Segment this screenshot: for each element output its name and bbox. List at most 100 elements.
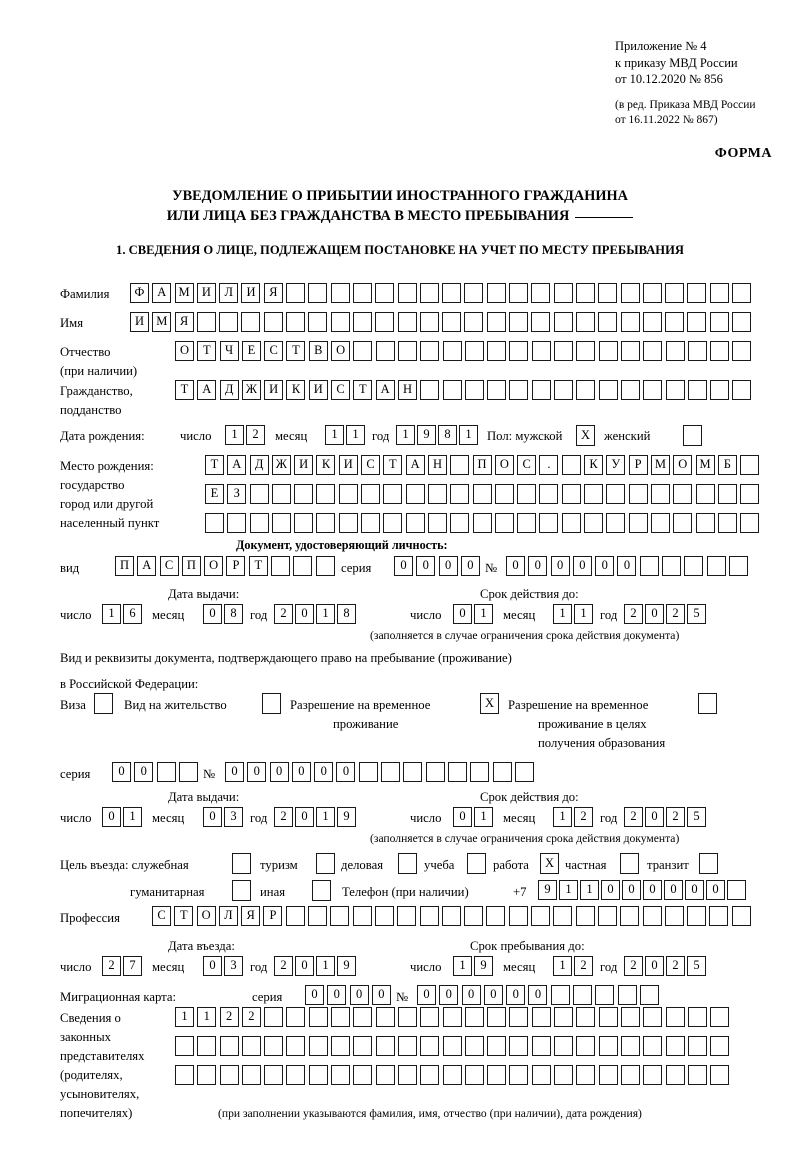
char-cell[interactable] xyxy=(427,484,447,504)
char-cell[interactable] xyxy=(492,762,512,782)
char-cell[interactable] xyxy=(643,341,663,361)
char-cell[interactable]: 0 xyxy=(595,556,615,576)
residence-permit-checkbox[interactable] xyxy=(262,693,281,714)
char-cell[interactable] xyxy=(464,1036,484,1056)
char-cell[interactable] xyxy=(375,283,395,303)
char-cell[interactable] xyxy=(539,484,559,504)
purpose-other-checkbox[interactable] xyxy=(312,880,331,901)
birthplace-row-3[interactable] xyxy=(205,513,760,533)
char-cell[interactable] xyxy=(509,1007,529,1027)
char-cell[interactable] xyxy=(575,283,595,303)
char-cell[interactable] xyxy=(509,283,529,303)
visa-checkbox[interactable] xyxy=(94,693,113,714)
char-cell[interactable]: 5 xyxy=(687,956,706,976)
char-cell[interactable] xyxy=(375,1007,395,1027)
char-cell[interactable] xyxy=(331,1036,351,1056)
char-cell[interactable] xyxy=(264,1036,284,1056)
char-cell[interactable] xyxy=(576,1065,596,1085)
char-cell[interactable]: 1 xyxy=(175,1007,194,1027)
char-cell[interactable] xyxy=(509,1036,529,1056)
char-cell[interactable]: Н xyxy=(397,380,417,400)
char-cell[interactable] xyxy=(687,283,707,303)
char-cell[interactable] xyxy=(509,312,529,332)
char-cell[interactable] xyxy=(358,762,378,782)
char-cell[interactable]: 0 xyxy=(617,556,637,576)
char-cell[interactable]: 8 xyxy=(337,604,356,624)
char-cell[interactable]: Т xyxy=(286,341,306,361)
char-cell[interactable] xyxy=(710,1007,730,1027)
char-cell[interactable] xyxy=(294,513,314,533)
char-cell[interactable] xyxy=(706,556,726,576)
char-cell[interactable]: 0 xyxy=(645,807,664,827)
char-cell[interactable] xyxy=(271,513,291,533)
char-cell[interactable] xyxy=(539,513,559,533)
char-cell[interactable] xyxy=(732,380,752,400)
char-cell[interactable] xyxy=(732,283,752,303)
char-cell[interactable]: О xyxy=(494,455,514,475)
char-cell[interactable] xyxy=(597,906,617,926)
char-cell[interactable] xyxy=(687,1007,707,1027)
char-cell[interactable]: 2 xyxy=(102,956,121,976)
char-cell[interactable] xyxy=(665,380,685,400)
char-cell[interactable] xyxy=(403,762,423,782)
char-cell[interactable]: 0 xyxy=(203,604,222,624)
char-cell[interactable]: 1 xyxy=(574,604,593,624)
char-cell[interactable]: Ж xyxy=(271,455,291,475)
char-cell[interactable] xyxy=(353,1036,373,1056)
char-cell[interactable] xyxy=(381,762,401,782)
char-cell[interactable] xyxy=(353,1065,373,1085)
char-cell[interactable] xyxy=(695,484,715,504)
char-cell[interactable]: 1 xyxy=(580,880,599,900)
char-cell[interactable]: Ф xyxy=(130,283,149,303)
char-cell[interactable] xyxy=(353,1007,373,1027)
char-cell[interactable] xyxy=(330,906,350,926)
char-cell[interactable]: 0 xyxy=(314,762,334,782)
char-cell[interactable] xyxy=(598,1036,618,1056)
char-cell[interactable] xyxy=(420,1065,440,1085)
char-cell[interactable]: 0 xyxy=(461,985,481,1005)
char-cell[interactable]: 1 xyxy=(316,604,335,624)
char-cell[interactable]: 2 xyxy=(666,807,685,827)
char-cell[interactable] xyxy=(249,484,269,504)
char-cell[interactable]: Е xyxy=(205,484,224,504)
char-cell[interactable] xyxy=(361,484,381,504)
char-cell[interactable] xyxy=(450,484,470,504)
char-cell[interactable] xyxy=(264,1007,284,1027)
char-cell[interactable] xyxy=(286,283,306,303)
char-cell[interactable]: Р xyxy=(628,455,648,475)
char-cell[interactable]: 1 xyxy=(316,807,335,827)
char-cell[interactable] xyxy=(606,513,626,533)
char-cell[interactable] xyxy=(639,556,659,576)
char-cell[interactable] xyxy=(575,906,595,926)
char-cell[interactable] xyxy=(687,341,707,361)
char-cell[interactable]: О xyxy=(204,556,224,576)
char-cell[interactable] xyxy=(642,906,662,926)
char-cell[interactable] xyxy=(531,1036,551,1056)
char-cell[interactable] xyxy=(639,985,659,1005)
char-cell[interactable] xyxy=(486,283,506,303)
char-cell[interactable]: И xyxy=(308,380,328,400)
char-cell[interactable] xyxy=(464,380,484,400)
char-cell[interactable] xyxy=(620,283,640,303)
char-cell[interactable]: 0 xyxy=(134,762,154,782)
char-cell[interactable]: 6 xyxy=(123,604,142,624)
char-cell[interactable] xyxy=(464,312,484,332)
char-cell[interactable] xyxy=(643,380,663,400)
char-cell[interactable]: 2 xyxy=(666,604,685,624)
char-cell[interactable] xyxy=(598,1007,618,1027)
char-cell[interactable] xyxy=(241,312,261,332)
temp-edu-checkbox[interactable] xyxy=(698,693,717,714)
char-cell[interactable]: 0 xyxy=(438,556,458,576)
char-cell[interactable] xyxy=(397,341,417,361)
char-cell[interactable] xyxy=(285,906,305,926)
char-cell[interactable] xyxy=(464,1065,484,1085)
char-cell[interactable]: . xyxy=(539,455,559,475)
